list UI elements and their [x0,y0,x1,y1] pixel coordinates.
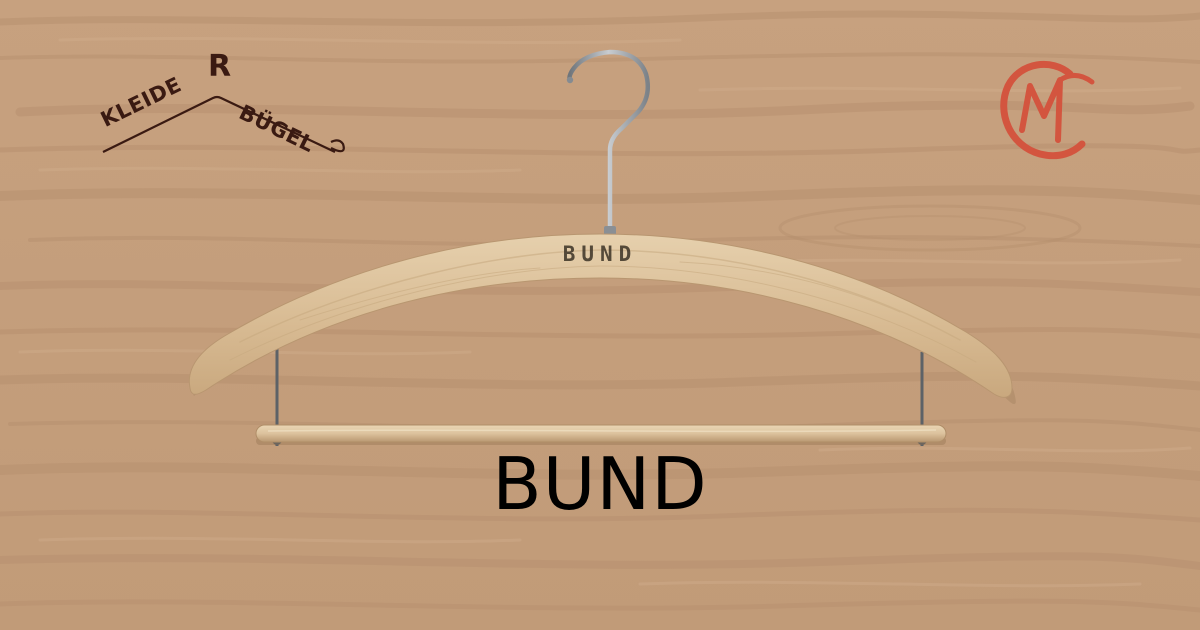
product-title: BUND [492,442,708,526]
hanger-hook [566,49,650,240]
hanger-engraving: BUND [562,242,638,266]
monogram-mark [1000,60,1095,160]
brand-logo-initial: R [208,49,232,84]
brand-logo-mark [102,95,345,153]
monogram-logo[interactable] [992,56,1102,164]
hanger-trouser-bar [255,424,947,445]
brand-logo[interactable]: R KLEIDE BÜGEL [95,52,355,162]
hanger-body [188,233,1013,398]
